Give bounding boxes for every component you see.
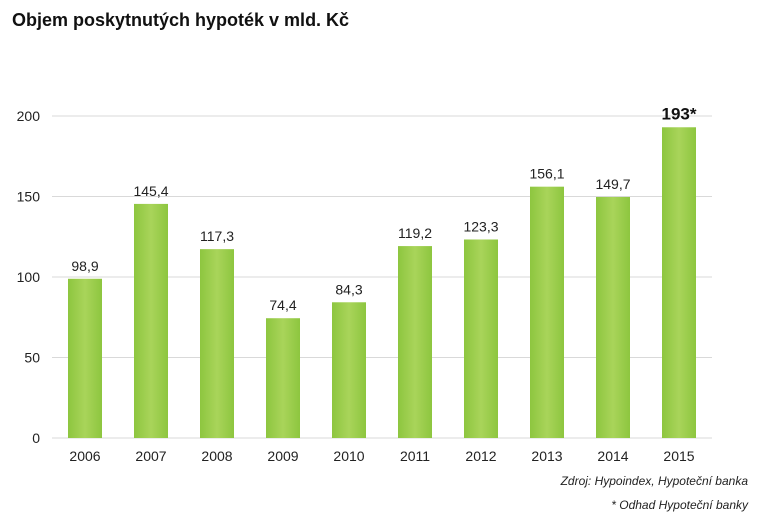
data-label-2007: 145,4 (133, 183, 168, 199)
x-tick-label: 2011 (400, 448, 430, 464)
x-tick-label: 2010 (333, 448, 364, 464)
chart-title: Objem poskytnutých hypoték v mld. Kč (12, 10, 350, 30)
bar-2009 (266, 318, 300, 438)
data-label-2011: 119,2 (398, 225, 432, 241)
y-tick-label: 100 (17, 269, 41, 285)
bar-2007 (134, 203, 168, 438)
y-tick-label: 50 (24, 350, 40, 366)
bar-2006 (68, 278, 102, 438)
data-label-2010: 84,3 (335, 281, 362, 297)
data-label-2013: 156,1 (529, 166, 564, 182)
x-tick-label: 2008 (201, 448, 232, 464)
x-tick-label: 2009 (267, 448, 298, 464)
bar-2015 (662, 127, 696, 439)
x-tick-label: 2012 (465, 448, 496, 464)
data-label-2006: 98,9 (71, 258, 98, 274)
data-label-2014: 149,7 (595, 176, 630, 192)
source-note: Zdroj: Hypoindex, Hypoteční banka (560, 474, 748, 488)
y-tick-label: 150 (17, 189, 41, 205)
x-tick-label: 2014 (597, 448, 628, 464)
x-tick-label: 2015 (663, 448, 694, 464)
bar-2013 (530, 186, 564, 438)
data-label-2009: 74,4 (269, 297, 296, 313)
bar-2011 (398, 246, 432, 438)
bar-2008 (200, 249, 234, 438)
y-tick-label: 200 (17, 108, 41, 124)
data-label-2015: 193* (662, 104, 697, 123)
bar-2014 (596, 196, 630, 438)
data-label-2012: 123,3 (463, 218, 498, 234)
y-tick-label: 0 (32, 430, 40, 446)
data-label-2008: 117,3 (200, 228, 234, 244)
x-tick-label: 2006 (69, 448, 100, 464)
bar-2012 (464, 239, 498, 438)
x-tick-label: 2007 (135, 448, 166, 464)
estimate-footnote: * Odhad Hypoteční banky (611, 498, 748, 512)
bar-2010 (332, 302, 366, 438)
x-tick-label: 2013 (531, 448, 562, 464)
